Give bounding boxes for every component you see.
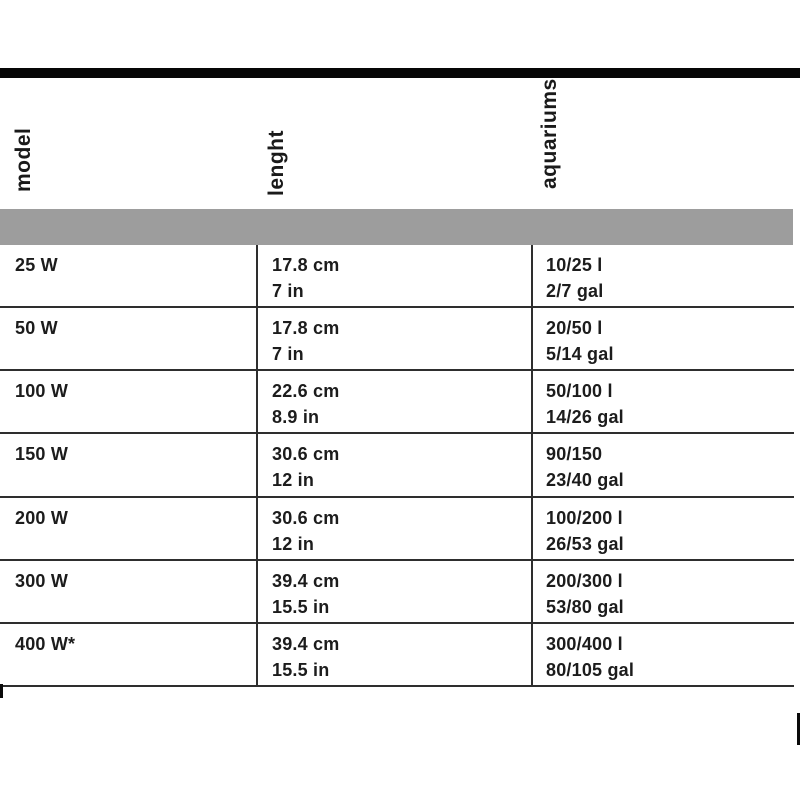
model-value: 100 W (15, 381, 69, 402)
model-cell: 300 W (0, 561, 256, 622)
column-header-length: lenght (265, 130, 288, 196)
table-row: 25 W 17.8 cm 7 in 10/25 l 2/7 gal (0, 245, 794, 309)
aquarium-cell: 90/150 23/40 gal (531, 434, 794, 496)
aquarium-cell: 200/300 l 53/80 gal (531, 560, 794, 622)
column-header-aquariums: aquariums (538, 78, 561, 189)
length-cell: 17.8 cm 7 in (256, 308, 531, 370)
length-cell: 22.6 cm 8.9 in (256, 371, 531, 433)
length-cell: 30.6 cm 12 in (256, 434, 531, 496)
model-cell: 100 W (0, 371, 256, 432)
length-in-value: 7 in (272, 281, 304, 301)
length-in-value: 15.5 in (272, 659, 330, 680)
length-in-value: 12 in (272, 533, 315, 554)
volume-liters-value: 10/25 l (546, 255, 603, 275)
table-row: 100 W 22.6 cm 8.9 in 50/100 l 14/26 gal (0, 371, 794, 435)
model-cell: 150 W (0, 434, 256, 495)
table-row: 200 W 30.6 cm 12 in 100/200 l 26/53 gal (0, 497, 794, 561)
table-row: 150 W 30.6 cm 12 in 90/150 23/40 gal (0, 434, 794, 498)
aquarium-cell: 20/50 l 5/14 gal (531, 308, 794, 370)
model-cell: 400 W* (0, 624, 256, 685)
model-value: 300 W (15, 570, 69, 591)
length-in-value: 12 in (272, 470, 315, 491)
length-cell: 17.8 cm 7 in (256, 245, 531, 307)
model-value: 400 W* (15, 633, 76, 654)
model-cell: 200 W (0, 498, 256, 559)
aquarium-cell: 10/25 l 2/7 gal (531, 245, 794, 307)
volume-gallons-value: 2/7 gal (546, 281, 604, 301)
model-value: 50 W (15, 318, 58, 339)
table-row: 50 W 17.8 cm 7 in 20/50 l 5/14 gal (0, 308, 794, 372)
length-cm-value: 30.6 cm (272, 507, 340, 528)
volume-liters-value: 100/200 l (546, 507, 623, 528)
length-cm-value: 17.8 cm (272, 255, 340, 275)
table-row: 400 W* 39.4 cm 15.5 in 300/400 l 80/105 … (0, 623, 794, 687)
volume-gallons-value: 5/14 gal (546, 344, 614, 365)
volume-liters-value: 200/300 l (546, 570, 623, 591)
length-cell: 30.6 cm 12 in (256, 497, 531, 559)
volume-gallons-value: 80/105 gal (546, 659, 635, 680)
model-value: 25 W (15, 255, 58, 275)
length-cm-value: 30.6 cm (272, 444, 340, 465)
model-cell: 25 W (0, 245, 256, 306)
table-row: 300 W 39.4 cm 15.5 in 200/300 l 53/80 ga… (0, 560, 794, 624)
volume-gallons-value: 26/53 gal (546, 533, 624, 554)
column-header-model: model (12, 127, 35, 192)
scan-edge-mark (0, 684, 3, 698)
length-cm-value: 39.4 cm (272, 570, 340, 591)
volume-liters-value: 300/400 l (546, 633, 623, 654)
spec-table: 25 W 17.8 cm 7 in 10/25 l 2/7 gal 50 W 1… (0, 245, 794, 687)
volume-gallons-value: 14/26 gal (546, 407, 624, 428)
length-cm-value: 17.8 cm (272, 318, 340, 339)
length-in-value: 7 in (272, 344, 304, 365)
volume-liters-value: 50/100 l (546, 381, 613, 402)
length-cm-value: 39.4 cm (272, 633, 340, 654)
header-gray-band (0, 209, 793, 245)
top-black-rule (0, 68, 800, 78)
length-cell: 39.4 cm 15.5 in (256, 560, 531, 622)
volume-gallons-value: 23/40 gal (546, 470, 624, 491)
volume-liters-value: 90/150 (546, 444, 603, 465)
model-value: 200 W (15, 507, 69, 528)
volume-gallons-value: 53/80 gal (546, 596, 624, 617)
model-cell: 50 W (0, 308, 256, 369)
volume-liters-value: 20/50 l (546, 318, 603, 339)
scan-edge-mark (797, 713, 800, 745)
length-in-value: 15.5 in (272, 596, 330, 617)
model-value: 150 W (15, 444, 69, 465)
length-in-value: 8.9 in (272, 407, 320, 428)
aquarium-cell: 50/100 l 14/26 gal (531, 371, 794, 433)
aquarium-cell: 300/400 l 80/105 gal (531, 623, 794, 685)
length-cell: 39.4 cm 15.5 in (256, 623, 531, 685)
length-cm-value: 22.6 cm (272, 381, 340, 402)
aquarium-cell: 100/200 l 26/53 gal (531, 497, 794, 559)
